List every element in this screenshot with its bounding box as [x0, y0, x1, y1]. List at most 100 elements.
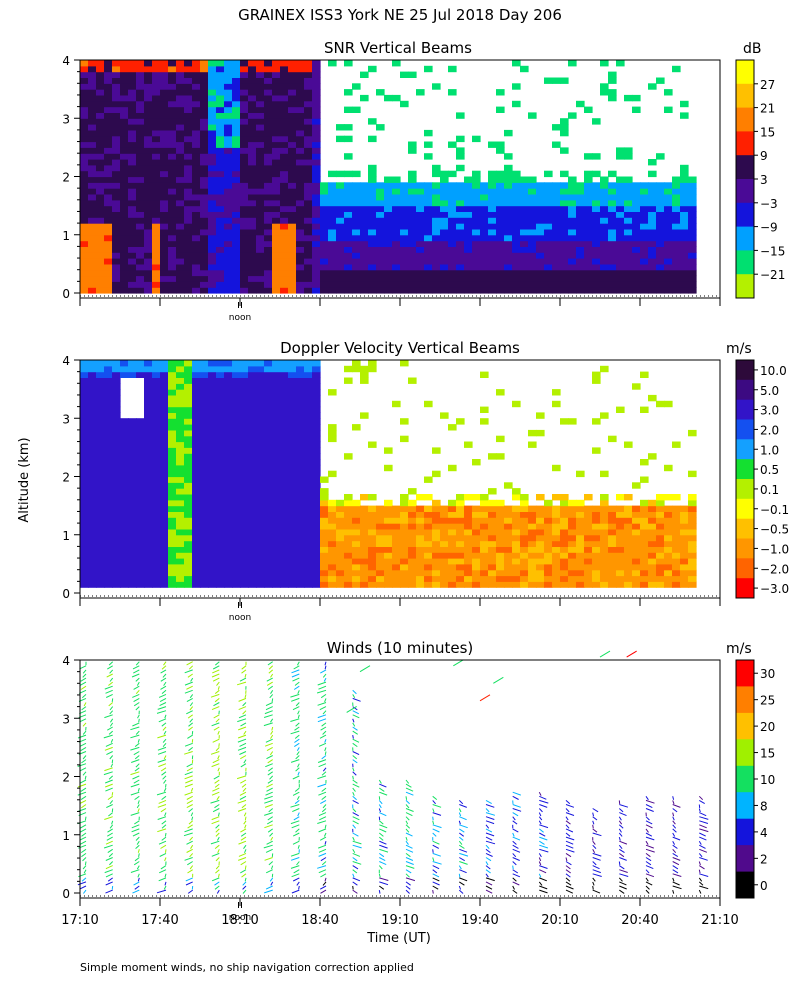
heatmap-cell: [88, 124, 97, 131]
wind-barb: [295, 767, 300, 772]
heatmap-cell: [448, 552, 457, 559]
heatmap-cell: [96, 217, 105, 224]
heatmap-cell: [536, 263, 545, 271]
heatmap-cell: [216, 499, 225, 507]
heatmap-cell: [432, 223, 441, 230]
heatmap-cell: [376, 275, 385, 282]
heatmap-cell: [480, 240, 489, 247]
heatmap-cell: [520, 194, 529, 201]
heatmap-cell: [176, 228, 185, 236]
heatmap-cell: [160, 234, 169, 242]
heatmap-cell: [104, 258, 113, 265]
wind-barb: [211, 820, 220, 825]
heatmap-cell: [112, 482, 121, 489]
heatmap-cell: [112, 534, 121, 542]
heatmap-cell: [480, 246, 489, 253]
heatmap-cell: [272, 118, 281, 125]
heatmap-cell: [104, 523, 113, 530]
wind-barb: [216, 681, 220, 686]
heatmap-cell: [576, 182, 585, 189]
heatmap-cell: [136, 464, 145, 472]
heatmap-cell: [112, 100, 121, 108]
heatmap-cell: [264, 540, 273, 547]
heatmap-cell: [280, 470, 289, 478]
y-tick-label: 0: [62, 587, 70, 601]
heatmap-cell: [384, 546, 393, 553]
heatmap-cell: [688, 546, 697, 553]
wind-barb: [133, 702, 140, 707]
heatmap-cell: [112, 89, 121, 96]
heatmap-cell: [200, 528, 209, 536]
heatmap-cell: [328, 275, 337, 282]
heatmap-cell: [472, 552, 481, 559]
heatmap-cell: [120, 569, 129, 577]
heatmap-cell: [376, 287, 385, 294]
heatmap-cell: [352, 365, 361, 373]
heatmap-cell: [328, 435, 337, 443]
heatmap-cell: [112, 447, 121, 454]
heatmap-cell: [128, 170, 137, 178]
heatmap-cell: [168, 534, 177, 542]
heatmap-cell: [528, 546, 537, 553]
wind-barb: [105, 857, 113, 861]
heatmap-cell: [360, 194, 369, 201]
heatmap-cell: [128, 135, 137, 143]
heatmap-cell: [656, 211, 665, 218]
heatmap-cell: [272, 412, 281, 419]
heatmap-cell: [248, 176, 257, 183]
heatmap-cell: [80, 135, 89, 143]
heatmap-cell: [448, 569, 457, 577]
heatmap-cell: [536, 569, 545, 577]
heatmap-cell: [576, 217, 585, 224]
heatmap-cell: [656, 263, 665, 271]
heatmap-cell: [584, 281, 593, 288]
wind-barb: [352, 751, 360, 756]
wind-barb: [161, 836, 167, 841]
heatmap-cell: [88, 141, 97, 148]
heatmap-cell: [552, 569, 561, 577]
heatmap-cell: [256, 511, 265, 518]
heatmap-cell: [176, 159, 185, 166]
wind-barb: [405, 840, 409, 845]
heatmap-cell: [536, 575, 545, 582]
heatmap-cell: [128, 263, 137, 271]
heatmap-cell: [208, 188, 217, 195]
heatmap-cell: [256, 287, 265, 294]
heatmap-cell: [256, 258, 265, 265]
heatmap-cell: [520, 528, 529, 536]
heatmap-cell: [592, 252, 601, 259]
heatmap-cell: [464, 505, 473, 512]
heatmap-cell: [208, 211, 217, 218]
heatmap-cell: [552, 199, 561, 207]
heatmap-cell: [272, 246, 281, 253]
heatmap-cell: [104, 112, 113, 119]
heatmap-cell: [88, 188, 97, 195]
heatmap-cell: [552, 517, 561, 524]
wind-barb: [216, 889, 220, 894]
heatmap-cell: [320, 575, 329, 582]
heatmap-cell: [592, 511, 601, 518]
heatmap-cell: [240, 365, 249, 373]
heatmap-cell: [80, 453, 89, 460]
heatmap-cell: [208, 441, 217, 448]
heatmap-cell: [328, 534, 337, 542]
wind-barb: [318, 848, 327, 853]
wind-barb: [269, 694, 274, 699]
heatmap-cell: [312, 459, 321, 466]
heatmap-cell: [456, 511, 465, 518]
heatmap-cell: [216, 517, 225, 524]
wind-barb: [111, 698, 114, 702]
heatmap-cell: [136, 371, 145, 378]
wind-barb: [238, 714, 247, 719]
heatmap-cell: [424, 240, 433, 247]
heatmap-cell: [344, 558, 353, 565]
heatmap-cell: [320, 511, 329, 518]
heatmap-cell: [160, 141, 169, 148]
heatmap-cell: [248, 135, 257, 143]
heatmap-cell: [344, 569, 353, 577]
heatmap-cell: [344, 223, 353, 230]
heatmap-cell: [312, 234, 321, 242]
heatmap-cell: [408, 205, 417, 212]
heatmap-cell: [296, 528, 305, 536]
heatmap-cell: [152, 287, 161, 294]
